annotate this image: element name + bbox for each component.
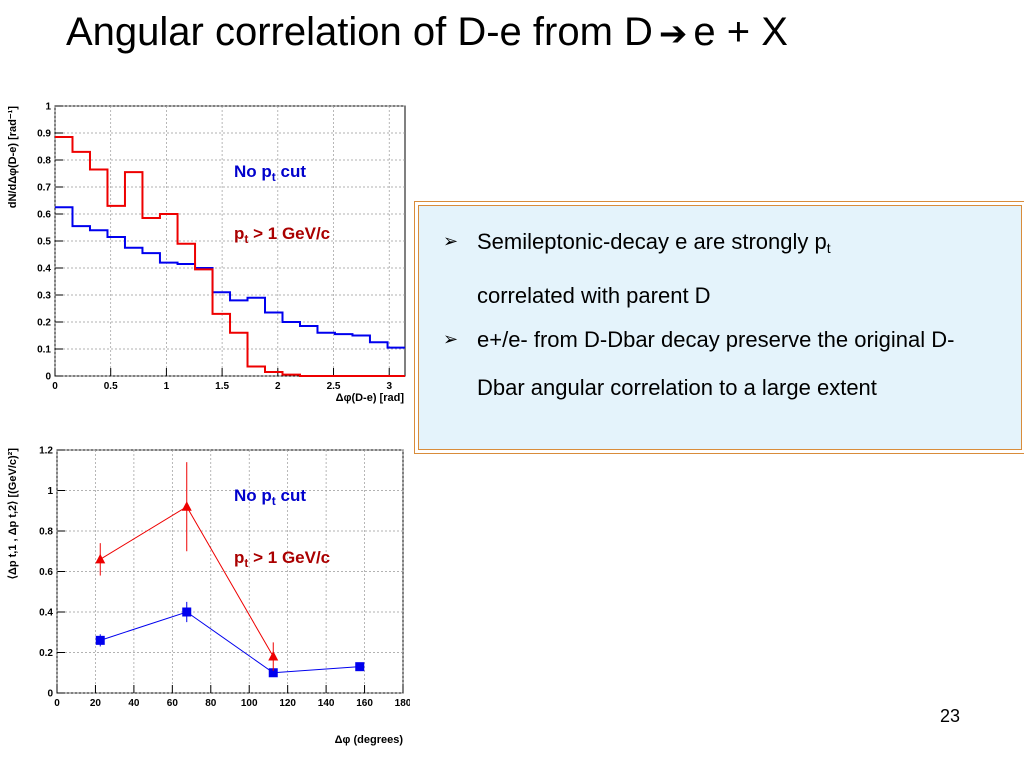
legend-no-cut: No pt cut — [234, 162, 306, 184]
arrow-bullet-icon: ➢ — [443, 329, 459, 350]
legend-pt-cut-sub: t — [244, 232, 248, 246]
summary-item-1-sub: t — [826, 240, 831, 256]
legend-pt-cut: pt > 1 GeV/c — [234, 548, 330, 570]
x-tick-label: 2.5 — [327, 381, 341, 392]
x-tick-label: 60 — [167, 698, 179, 709]
summary-item-1-text2: correlated with parent D — [477, 283, 711, 308]
x-tick-label: 100 — [241, 698, 258, 709]
x-tick-label: 120 — [279, 698, 296, 709]
summary-list: ➢ Semileptonic-decay e are strongly pt co… — [419, 206, 1021, 412]
y-tick-label: 0.3 — [37, 291, 51, 302]
arrow-bullet-icon: ➢ — [443, 231, 459, 252]
summary-callout: ➢ Semileptonic-decay e are strongly pt co… — [418, 205, 1022, 450]
y-axis-label: ⟨Δp t,1 , Δp t,2⟩ [(GeV/c)²] — [7, 448, 19, 580]
legend-no-cut-prefix: No p — [234, 486, 272, 505]
x-tick-label: 1.5 — [215, 381, 229, 392]
y-tick-label: 0.7 — [37, 183, 51, 194]
slide-title-main: Angular correlation of D-e from D — [66, 10, 653, 54]
x-tick-label: 160 — [356, 698, 373, 709]
x-tick-label: 180 — [395, 698, 410, 709]
legend-pt-cut: pt > 1 GeV/c — [234, 224, 330, 246]
distribution-chart: 0 0.1 0.2 0.3 0.4 0.5 0.6 0.7 0.8 0.9 1 0 0.5 1 1.5 2 2.… — [7, 102, 406, 404]
slide-title: Angular correlation of D-e from D ➔ e + X — [66, 10, 788, 55]
histogram-series-no-cut — [55, 206, 405, 349]
y-tick-label: 0.2 — [37, 318, 51, 329]
x-axis-label: Δφ(D-e) [rad] — [336, 392, 405, 404]
data-point-triangle — [181, 501, 192, 511]
y-tick-label: 0.2 — [39, 648, 53, 659]
page-number: 23 — [940, 706, 961, 726]
legend-pt-cut-prefix: p — [234, 548, 244, 567]
data-point-square — [355, 662, 365, 672]
data-point-square — [95, 635, 105, 645]
y-tick-label: 1 — [47, 486, 53, 497]
y-tick-label: 0.6 — [37, 210, 51, 221]
x-tick-label: 40 — [128, 698, 140, 709]
legend-pt-cut-prefix: p — [234, 224, 244, 243]
x-axis-label: Δφ (degrees) — [335, 734, 404, 746]
y-tick-label: 0.8 — [37, 156, 51, 167]
y-tick-label: 0.8 — [39, 527, 53, 538]
legend-no-cut-sub: t — [272, 170, 276, 184]
summary-item-2-text: e+/e- from D-Dbar decay preserve the ori… — [477, 327, 955, 400]
data-point-square — [268, 668, 278, 678]
y-tick-label: 0.4 — [37, 264, 51, 275]
y-axis-label: dN/dΔφ(D-e) [rad⁻¹] — [7, 106, 19, 209]
legend-pt-cut-suffix: > 1 GeV/c — [248, 548, 330, 567]
legend-no-cut: No pt cut — [234, 486, 306, 508]
y-tick-label: 0.4 — [39, 608, 53, 619]
legend-no-cut-prefix: No p — [234, 162, 272, 181]
y-tick-label: 1.2 — [39, 446, 53, 457]
y-tick-label: 1 — [45, 102, 51, 113]
x-tick-label: 20 — [90, 698, 102, 709]
summary-item-2: ➢ e+/e- from D-Dbar decay preserve the o… — [439, 316, 1001, 412]
x-tick-label: 3 — [386, 381, 392, 392]
x-tick-label: 1 — [164, 381, 170, 392]
y-tick-label: 0 — [45, 372, 51, 383]
arrow-right-icon: ➔ — [658, 14, 688, 54]
x-tick-label: 0 — [54, 698, 60, 709]
correlation-chart: 0 0.2 0.4 0.6 0.8 1 1.2 0 20 40 60 80 100 120 140 160 18… — [7, 446, 410, 747]
data-point-square — [182, 607, 192, 617]
summary-item-1: ➢ Semileptonic-decay e are strongly pt co… — [439, 218, 1001, 320]
data-point-triangle — [95, 553, 106, 564]
slide-title-tail: e + X — [693, 10, 788, 54]
series-line-no-cut — [100, 611, 360, 674]
legend-pt-cut-suffix: > 1 GeV/c — [248, 224, 330, 243]
y-tick-label: 0.6 — [39, 567, 53, 578]
x-tick-label: 0 — [52, 381, 58, 392]
y-tick-label: 0.9 — [37, 129, 51, 140]
legend-pt-cut-sub: t — [244, 556, 248, 570]
x-tick-label: 2 — [275, 381, 281, 392]
summary-item-1-text: Semileptonic-decay e are strongly p — [477, 229, 827, 254]
x-tick-label: 140 — [318, 698, 335, 709]
data-point-triangle — [268, 651, 279, 661]
legend-no-cut-suffix: cut — [276, 486, 307, 505]
legend-no-cut-sub: t — [272, 494, 276, 508]
y-tick-label: 0.1 — [37, 345, 51, 356]
x-tick-label: 80 — [205, 698, 217, 709]
y-tick-label: 0 — [47, 689, 53, 700]
histogram-series-pt-cut — [55, 136, 405, 377]
legend-no-cut-suffix: cut — [276, 162, 307, 181]
y-tick-label: 0.5 — [37, 237, 51, 248]
x-tick-label: 0.5 — [104, 381, 118, 392]
